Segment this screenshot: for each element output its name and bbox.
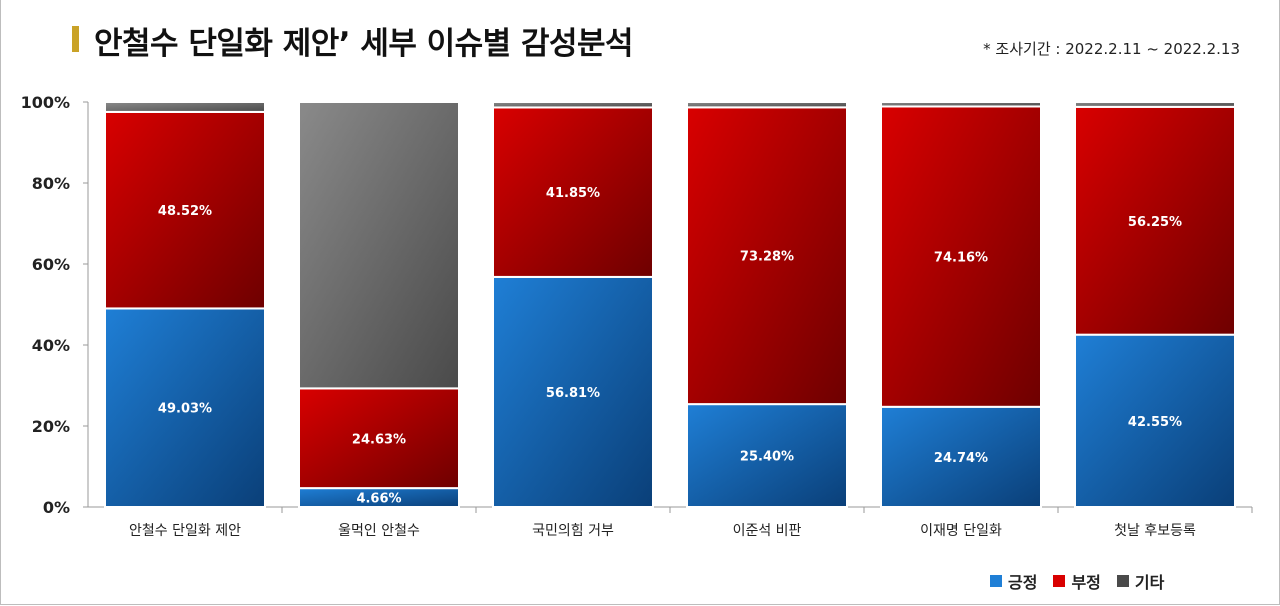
legend-item-positive: 긍정	[990, 569, 1037, 593]
data-label: 24.74%	[934, 451, 988, 466]
x-category-label: 이준석 비판	[733, 523, 802, 539]
data-label: 25.40%	[740, 450, 794, 465]
y-tick-label: 60%	[32, 255, 70, 274]
x-category-label: 울먹인 안철수	[338, 523, 420, 539]
y-tick-label: 80%	[32, 174, 70, 193]
x-category-label: 이재명 단일화	[920, 523, 1002, 539]
legend-item-negative: 부정	[1053, 569, 1101, 593]
bar-segment-negative	[104, 110, 266, 310]
y-tick-label: 100%	[21, 93, 70, 112]
data-label: 24.63%	[352, 432, 406, 447]
data-label: 48.52%	[158, 204, 212, 219]
y-tick-label: 0%	[43, 498, 70, 517]
legend-swatch	[1116, 575, 1129, 587]
data-label: 74.16%	[934, 251, 988, 266]
bar-segment-negative	[298, 387, 460, 490]
legend-label: 긍정	[1008, 573, 1038, 592]
bar-segment-positive	[492, 275, 654, 508]
bar-segment-negative	[880, 105, 1042, 408]
bar-segment-negative	[492, 106, 654, 278]
bar-segment-other	[492, 101, 654, 109]
legend-label: 부정	[1071, 573, 1101, 592]
y-tick-label: 40%	[32, 336, 70, 355]
legend-swatch	[990, 575, 1002, 587]
x-category-label: 국민의힘 거부	[532, 523, 614, 539]
data-label: 41.85%	[546, 186, 600, 201]
data-label: 73.28%	[740, 250, 794, 265]
bar-segment-other	[298, 101, 460, 390]
bar-segment-positive	[686, 403, 848, 509]
data-label: 49.03%	[158, 402, 212, 417]
bar-segment-other	[1074, 101, 1236, 108]
legend-swatch	[1053, 575, 1066, 587]
legend-item-other: 기타	[1116, 569, 1165, 593]
data-label: 56.81%	[546, 386, 600, 401]
bar-segment-negative	[686, 106, 848, 406]
data-label: 56.25%	[1128, 215, 1182, 230]
bar-segment-positive	[1074, 333, 1236, 508]
bar-segment-positive	[104, 307, 266, 508]
bar-segment-other	[686, 101, 848, 109]
survey-period: * 조사기간 : 2022.2.11 ~ 2022.2.13	[983, 40, 1240, 58]
x-category-label: 안철수 단일화 제안	[129, 523, 241, 539]
bar-segment-other	[880, 101, 1042, 108]
chart-title: 안철수 단일화 제안’ 세부 이슈별 감성분석	[94, 26, 634, 62]
legend-label: 기타	[1134, 573, 1165, 592]
bar-segment-other	[104, 101, 266, 113]
y-tick-label: 20%	[32, 417, 70, 436]
x-category-label: 첫날 후보등록	[1114, 523, 1196, 539]
title-marker	[72, 26, 79, 52]
data-label: 42.55%	[1128, 415, 1182, 430]
legend: 긍정 부정 기타	[990, 569, 1164, 593]
data-label: 4.66%	[356, 492, 401, 507]
